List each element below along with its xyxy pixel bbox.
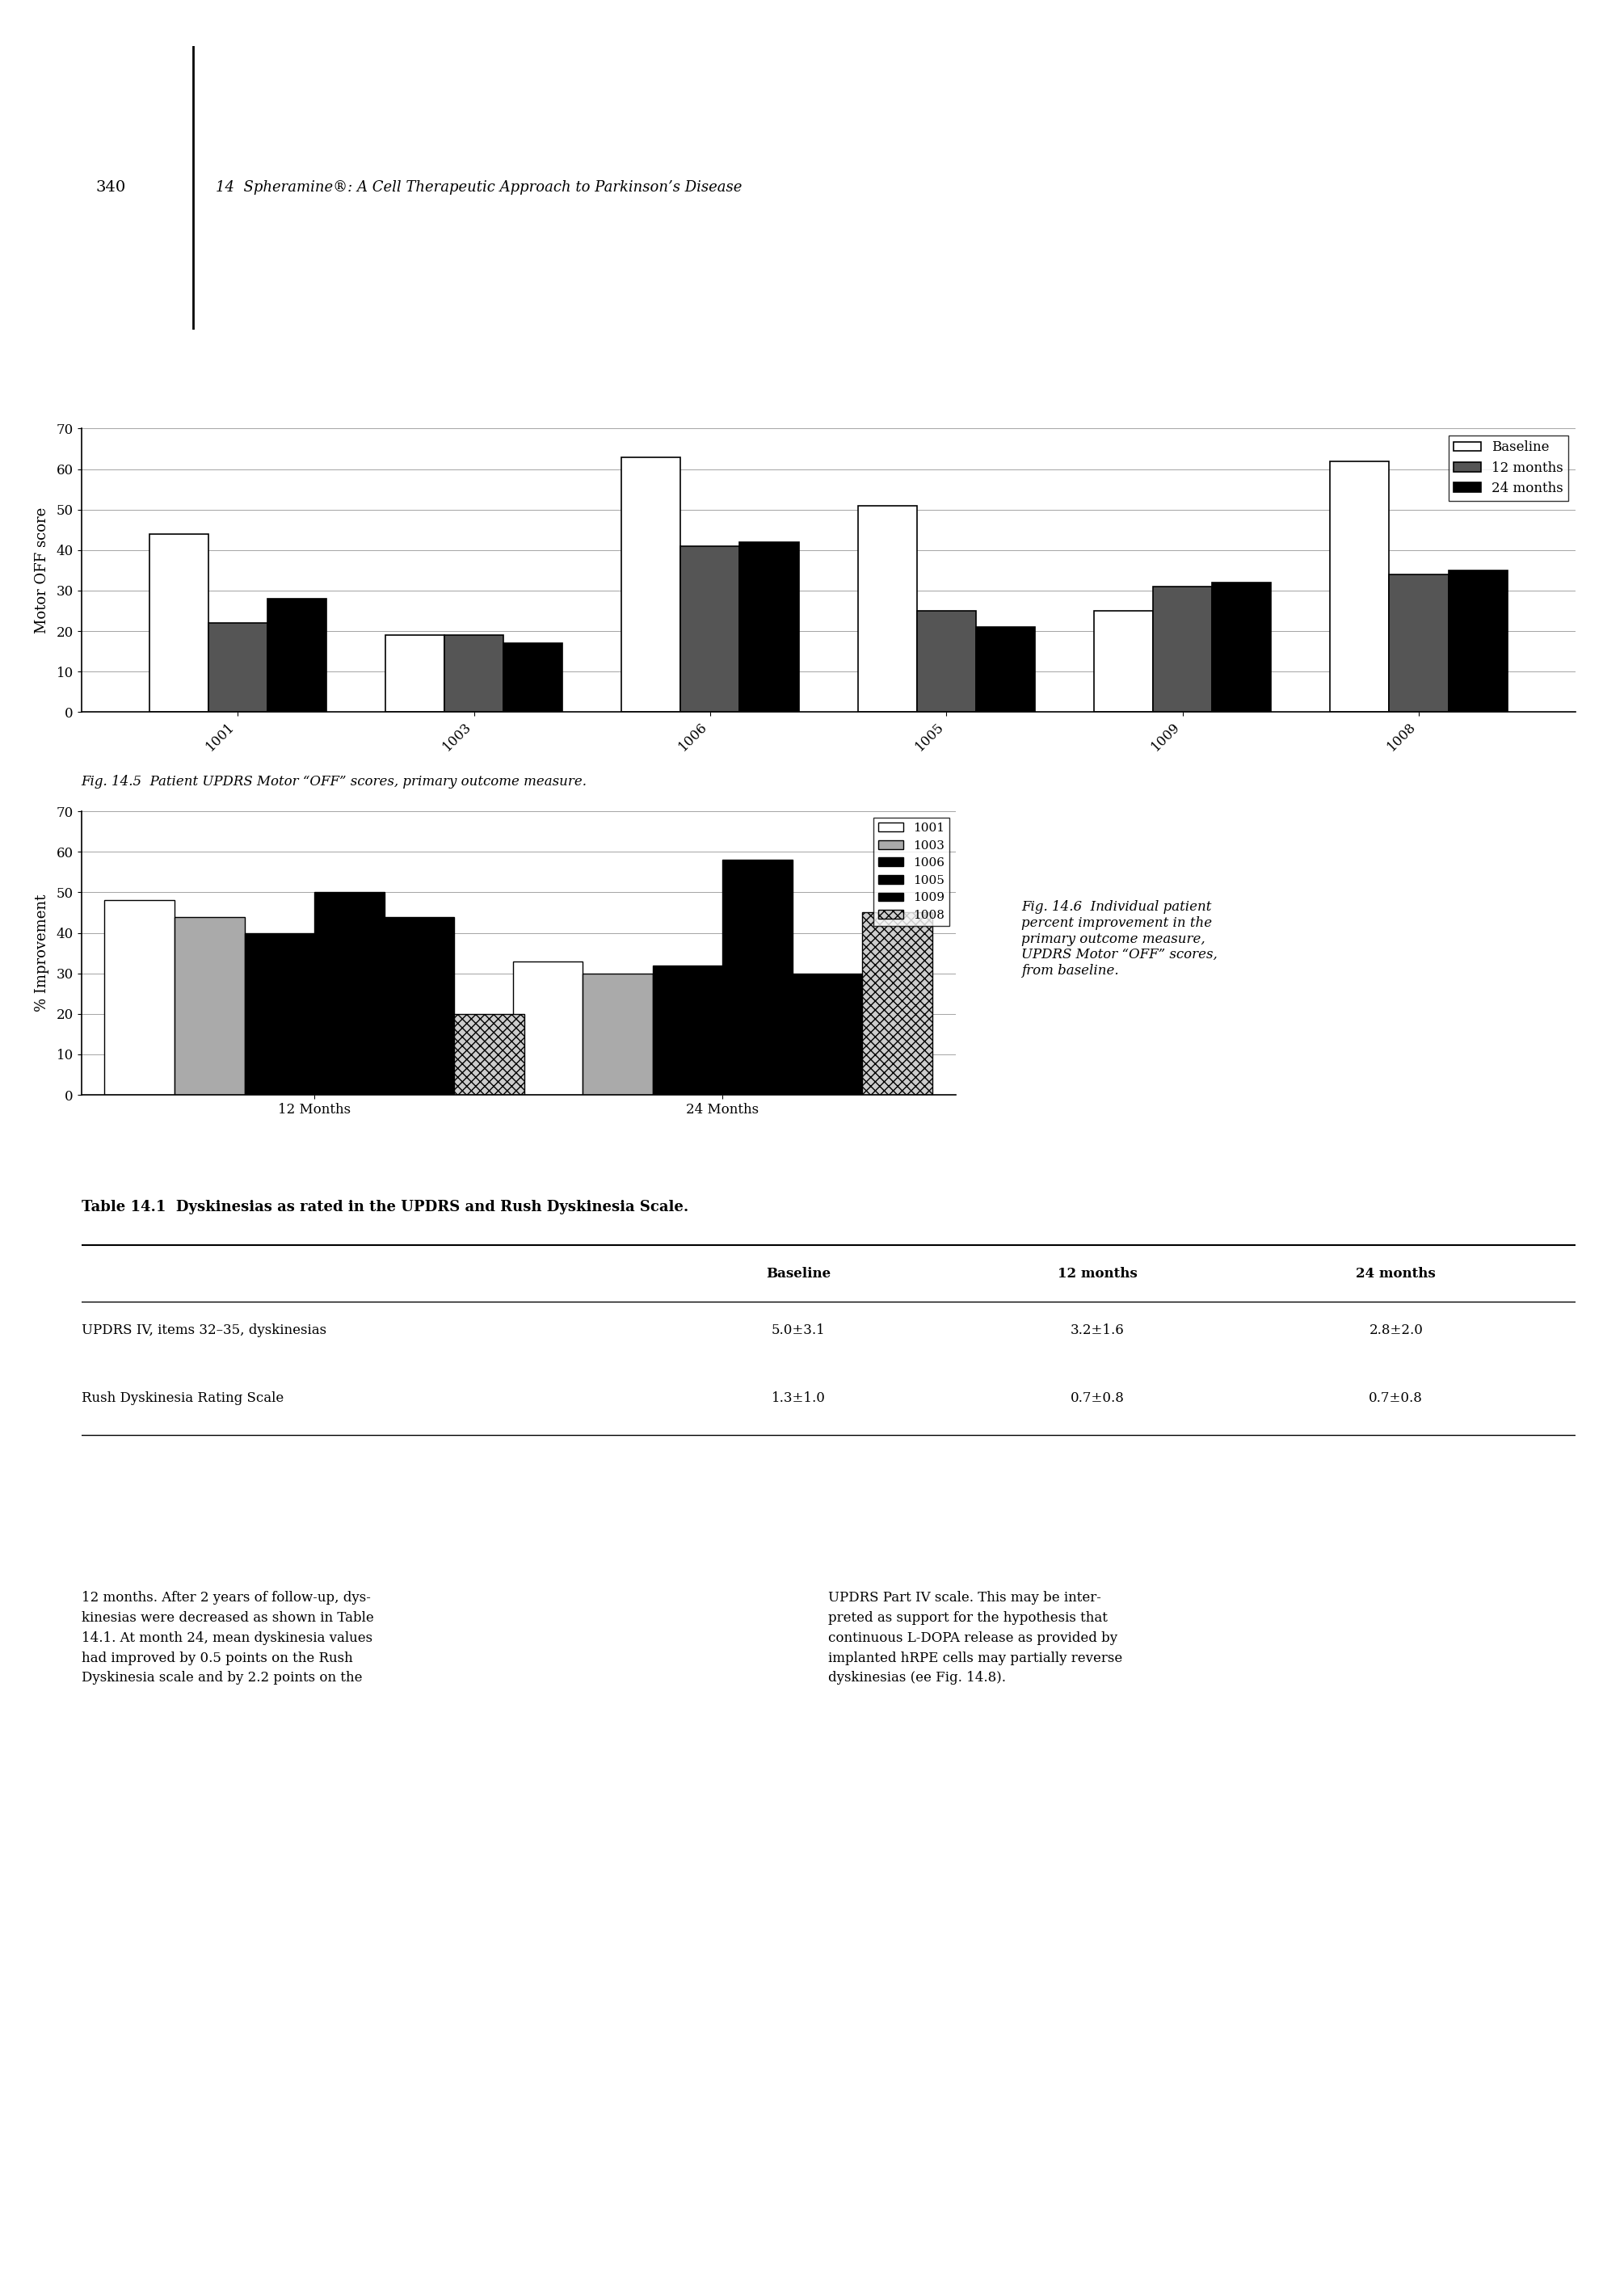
Bar bbox=[174, 916, 245, 1094]
Text: 2.8±2.0: 2.8±2.0 bbox=[1369, 1323, 1423, 1337]
Text: 3.2±1.6: 3.2±1.6 bbox=[1070, 1323, 1124, 1337]
Bar bbox=[739, 542, 799, 712]
Text: 1.3±1.0: 1.3±1.0 bbox=[771, 1392, 825, 1405]
Bar bbox=[445, 634, 503, 712]
Text: 0.7±0.8: 0.7±0.8 bbox=[1070, 1392, 1124, 1405]
Bar bbox=[862, 913, 932, 1094]
Text: UPDRS IV, items 32–35, dyskinesias: UPDRS IV, items 32–35, dyskinesias bbox=[81, 1323, 326, 1337]
Y-axis label: Motor OFF score: Motor OFF score bbox=[34, 508, 49, 634]
Bar bbox=[1449, 570, 1507, 712]
Text: Fig. 14.5  Patient UPDRS Motor “OFF” scores, primary outcome measure.: Fig. 14.5 Patient UPDRS Motor “OFF” scor… bbox=[81, 774, 586, 787]
Bar bbox=[1389, 575, 1449, 712]
Bar bbox=[503, 643, 562, 712]
Bar bbox=[723, 861, 793, 1094]
Text: 340: 340 bbox=[96, 181, 127, 195]
Bar bbox=[513, 961, 583, 1094]
Bar bbox=[918, 611, 976, 712]
Bar bbox=[385, 916, 455, 1094]
Bar bbox=[385, 634, 445, 712]
Bar bbox=[208, 623, 268, 712]
Legend: 1001, 1003, 1006, 1005, 1009, 1008: 1001, 1003, 1006, 1005, 1009, 1008 bbox=[874, 817, 950, 927]
Bar bbox=[622, 458, 680, 712]
Text: 14  Spheramine®: A Cell Therapeutic Approach to Parkinson’s Disease: 14 Spheramine®: A Cell Therapeutic Appro… bbox=[216, 181, 742, 195]
Bar bbox=[680, 547, 739, 712]
Text: 0.7±0.8: 0.7±0.8 bbox=[1369, 1392, 1423, 1405]
Y-axis label: % Improvement: % Improvement bbox=[34, 895, 49, 1012]
Bar bbox=[857, 506, 918, 712]
Bar bbox=[455, 1014, 525, 1094]
Text: 12 months: 12 months bbox=[1057, 1266, 1137, 1280]
Legend: Baseline, 12 months, 24 months: Baseline, 12 months, 24 months bbox=[1449, 435, 1569, 501]
Text: Rush Dyskinesia Rating Scale: Rush Dyskinesia Rating Scale bbox=[81, 1392, 284, 1405]
Text: Table 14.1  Dyskinesias as rated in the UPDRS and Rush Dyskinesia Scale.: Table 14.1 Dyskinesias as rated in the U… bbox=[81, 1199, 689, 1215]
Bar bbox=[583, 973, 653, 1094]
Text: Fig. 14.6  Individual patient
percent improvement in the
primary outcome measure: Fig. 14.6 Individual patient percent imp… bbox=[1021, 900, 1218, 977]
Bar bbox=[1212, 581, 1272, 712]
Text: 24 months: 24 months bbox=[1356, 1266, 1436, 1280]
Text: UPDRS Part IV scale. This may be inter-
preted as support for the hypothesis tha: UPDRS Part IV scale. This may be inter- … bbox=[828, 1591, 1122, 1685]
Bar bbox=[1095, 611, 1153, 712]
Bar bbox=[653, 966, 723, 1094]
Bar bbox=[268, 600, 326, 712]
Text: 5.0±3.1: 5.0±3.1 bbox=[771, 1323, 825, 1337]
Bar bbox=[1330, 460, 1389, 712]
Bar bbox=[104, 900, 174, 1094]
Bar bbox=[1153, 586, 1212, 712]
Text: Baseline: Baseline bbox=[767, 1266, 831, 1280]
Bar bbox=[793, 973, 862, 1094]
Bar bbox=[315, 893, 385, 1094]
Bar bbox=[245, 934, 315, 1094]
Bar bbox=[149, 533, 208, 712]
Bar bbox=[976, 627, 1034, 712]
Text: 12 months. After 2 years of follow-up, dys-
kinesias were decreased as shown in : 12 months. After 2 years of follow-up, d… bbox=[81, 1591, 374, 1685]
